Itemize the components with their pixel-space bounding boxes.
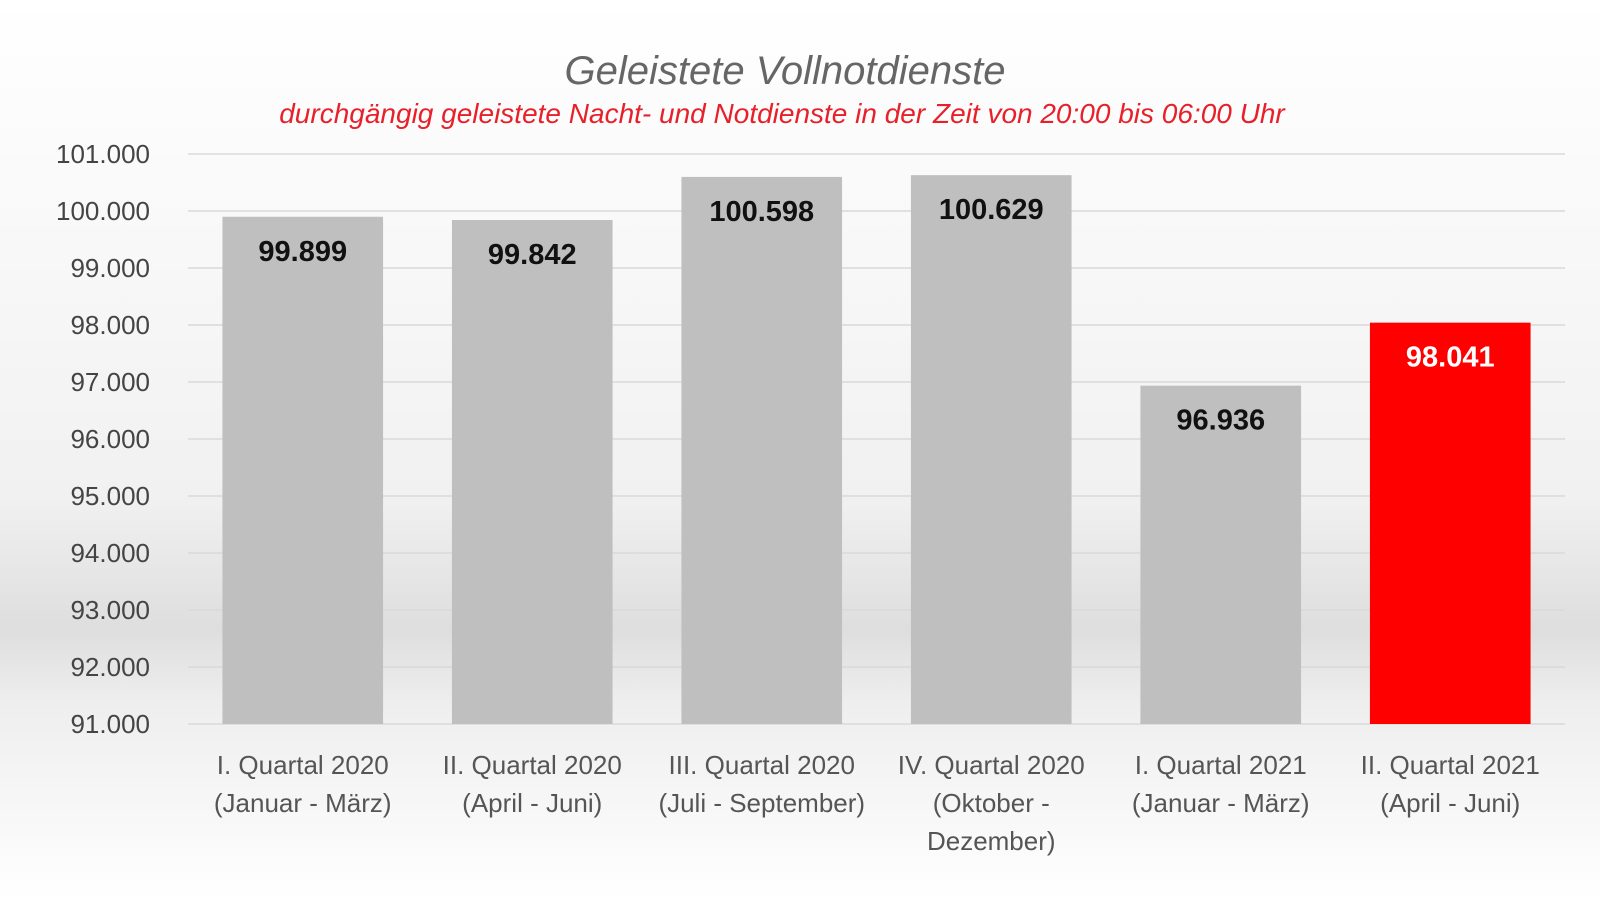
x-tick-label: (April - Juni) <box>462 788 602 818</box>
data-label: 99.842 <box>488 239 577 271</box>
bar <box>1369 322 1531 724</box>
data-label: 99.899 <box>258 236 347 268</box>
chart-title: Geleistete Vollnotdienste <box>564 49 1005 93</box>
chart-subtitle: durchgängig geleistete Nacht- und Notdie… <box>279 98 1286 129</box>
y-axis: 91.000 92.000 93.000 94.000 95.000 96.000 97.0… <box>56 139 150 739</box>
y-tick-label: 100.000 <box>56 196 150 226</box>
x-tick-label: (Januar - März) <box>1132 788 1310 818</box>
x-tick-label: I. Quartal 2021 <box>1135 750 1307 780</box>
y-tick-label: 98.000 <box>70 310 150 340</box>
data-label: 100.598 <box>709 196 814 228</box>
x-tick-label: (April - Juni) <box>1380 788 1520 818</box>
x-axis: I. Quartal 2020 (Januar - März) II. Quarta… <box>214 750 1540 856</box>
y-tick-label: 96.000 <box>70 424 150 454</box>
x-tick-label: (Juli - September) <box>658 788 865 818</box>
x-tick-label: IV. Quartal 2020 <box>898 750 1085 780</box>
x-tick-label: (Oktober - <box>933 788 1050 818</box>
x-tick-label: II. Quartal 2020 <box>443 750 622 780</box>
y-tick-label: 91.000 <box>70 709 150 739</box>
x-tick-label: III. Quartal 2020 <box>669 750 855 780</box>
bar <box>451 220 613 725</box>
data-label: 96.936 <box>1176 405 1265 437</box>
y-tick-label: 92.000 <box>70 652 150 682</box>
x-tick-label: I. Quartal 2020 <box>217 750 389 780</box>
grid-lines <box>188 153 1565 725</box>
y-tick-label: 99.000 <box>70 253 150 283</box>
bar <box>910 175 1072 725</box>
y-tick-label: 101.000 <box>56 139 150 169</box>
y-tick-label: 94.000 <box>70 538 150 568</box>
bar <box>681 176 843 724</box>
data-label: 98.041 <box>1406 342 1495 374</box>
data-labels: 99.899 99.842 100.598 100.629 96.936 98.041 <box>258 194 1494 437</box>
data-label: 100.629 <box>939 194 1044 226</box>
bar <box>222 216 384 724</box>
y-tick-label: 97.000 <box>70 367 150 397</box>
x-tick-label: II. Quartal 2021 <box>1361 750 1540 780</box>
y-tick-label: 93.000 <box>70 595 150 625</box>
bar <box>1140 385 1302 724</box>
x-tick-label: Dezember) <box>927 826 1056 856</box>
bars <box>222 175 1531 725</box>
y-tick-label: 95.000 <box>70 481 150 511</box>
x-tick-label: (Januar - März) <box>214 788 392 818</box>
